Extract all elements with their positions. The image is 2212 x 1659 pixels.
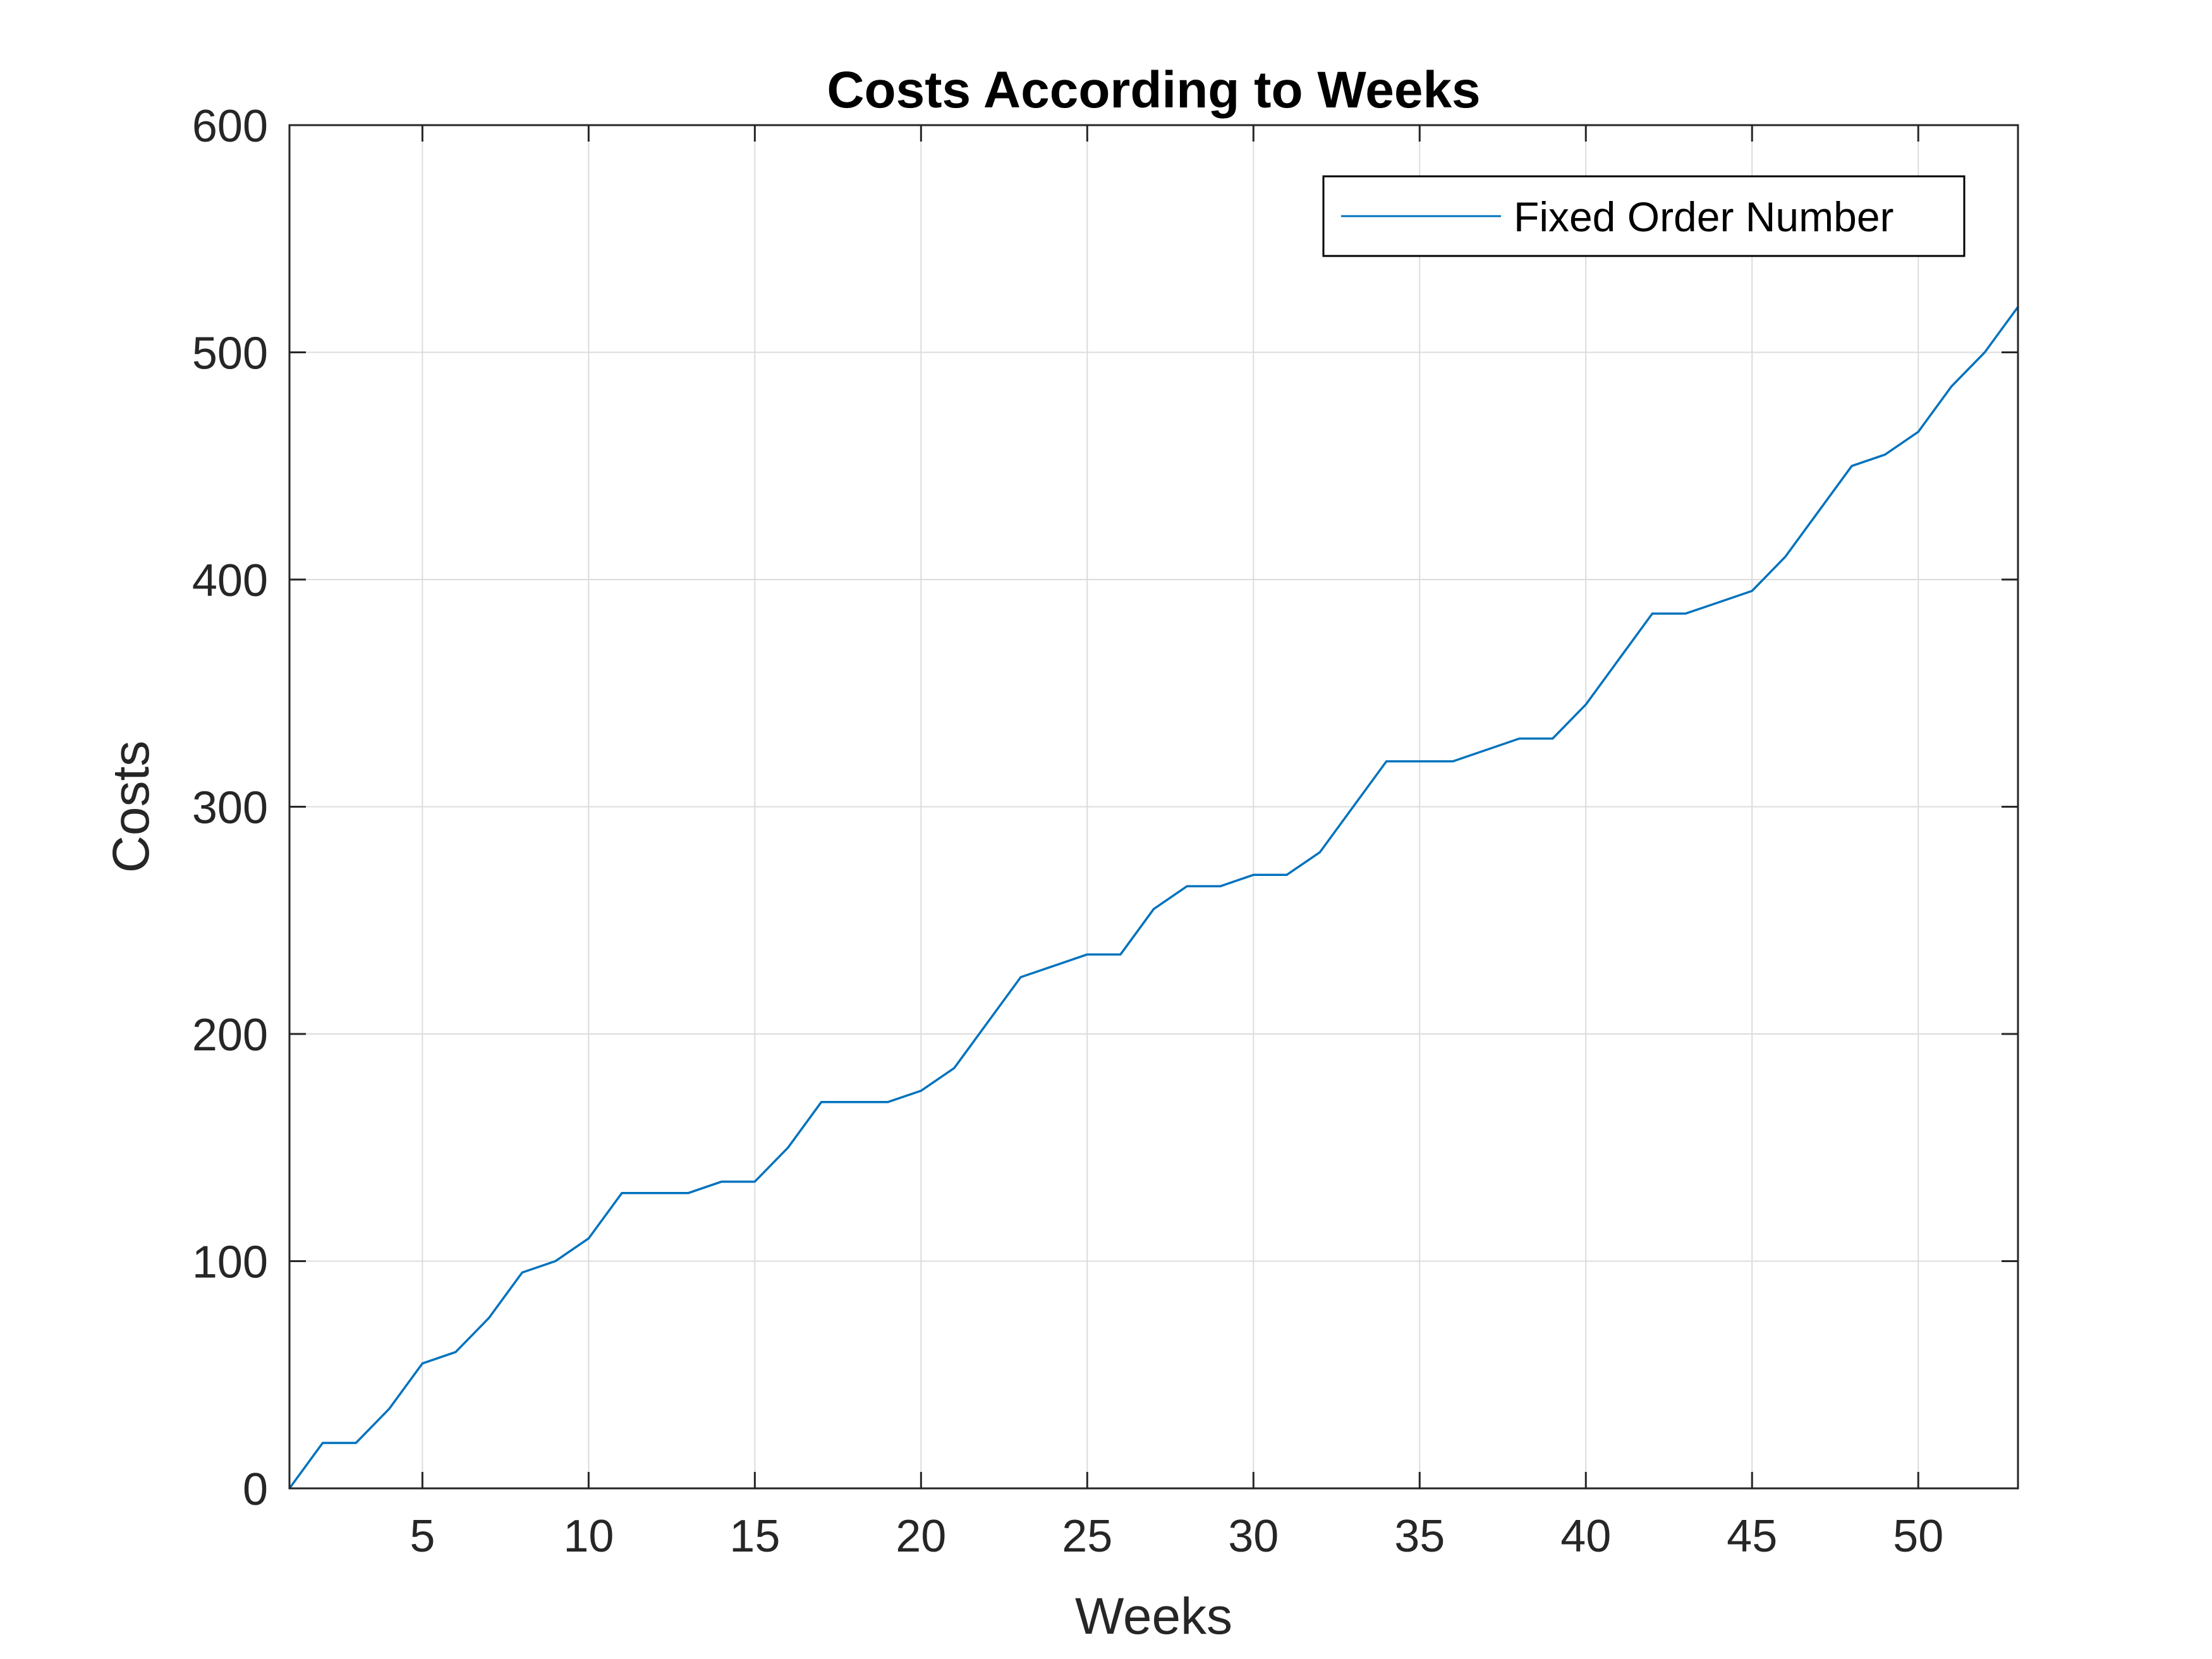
legend-entry-label: Fixed Order Number <box>1514 193 1894 240</box>
legend: Fixed Order Number <box>1322 175 1966 257</box>
x-tick-label: 20 <box>896 1511 946 1562</box>
x-tick-label: 25 <box>1062 1511 1112 1562</box>
series-layer <box>288 306 2019 1490</box>
x-tick-label: 45 <box>1727 1511 1777 1562</box>
x-tick-label: 35 <box>1394 1511 1445 1562</box>
series-line-fixed-order-number <box>288 306 2019 1490</box>
y-tick-label: 0 <box>243 1464 268 1515</box>
chart-title: Costs According to Weeks <box>827 61 1480 119</box>
x-tick-label: 10 <box>563 1511 614 1562</box>
y-tick-label: 600 <box>192 101 268 152</box>
x-tick-label: 40 <box>1560 1511 1611 1562</box>
x-tick-label: 50 <box>1893 1511 1943 1562</box>
x-axis-label: Weeks <box>1075 1588 1232 1645</box>
x-tick-label: 5 <box>410 1511 435 1562</box>
y-tick-label: 200 <box>192 1010 268 1060</box>
x-tick-label: 15 <box>729 1511 780 1562</box>
y-tick-label: 100 <box>192 1237 268 1288</box>
y-axis-label: Costs <box>102 741 160 873</box>
y-tick-label: 400 <box>192 556 268 606</box>
y-tick-label: 300 <box>192 783 268 834</box>
y-tick-label: 500 <box>192 329 268 379</box>
grid <box>289 125 2018 1489</box>
x-tick-label: 30 <box>1228 1511 1279 1562</box>
